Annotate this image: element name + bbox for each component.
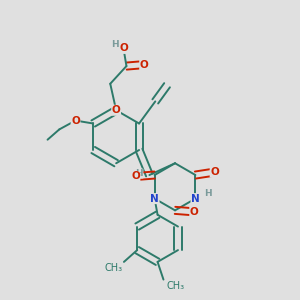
- Text: O: O: [112, 105, 121, 115]
- Text: H: H: [204, 189, 212, 198]
- Text: CH₃: CH₃: [167, 281, 184, 291]
- Text: O: O: [131, 172, 140, 182]
- Text: H: H: [135, 169, 143, 178]
- Text: O: O: [71, 116, 80, 126]
- Text: N: N: [150, 194, 159, 204]
- Text: O: O: [140, 60, 148, 70]
- Text: N: N: [191, 194, 200, 204]
- Text: H: H: [111, 40, 119, 50]
- Text: CH₃: CH₃: [104, 263, 122, 273]
- Text: O: O: [210, 167, 219, 177]
- Text: O: O: [119, 44, 128, 53]
- Text: O: O: [190, 207, 199, 217]
